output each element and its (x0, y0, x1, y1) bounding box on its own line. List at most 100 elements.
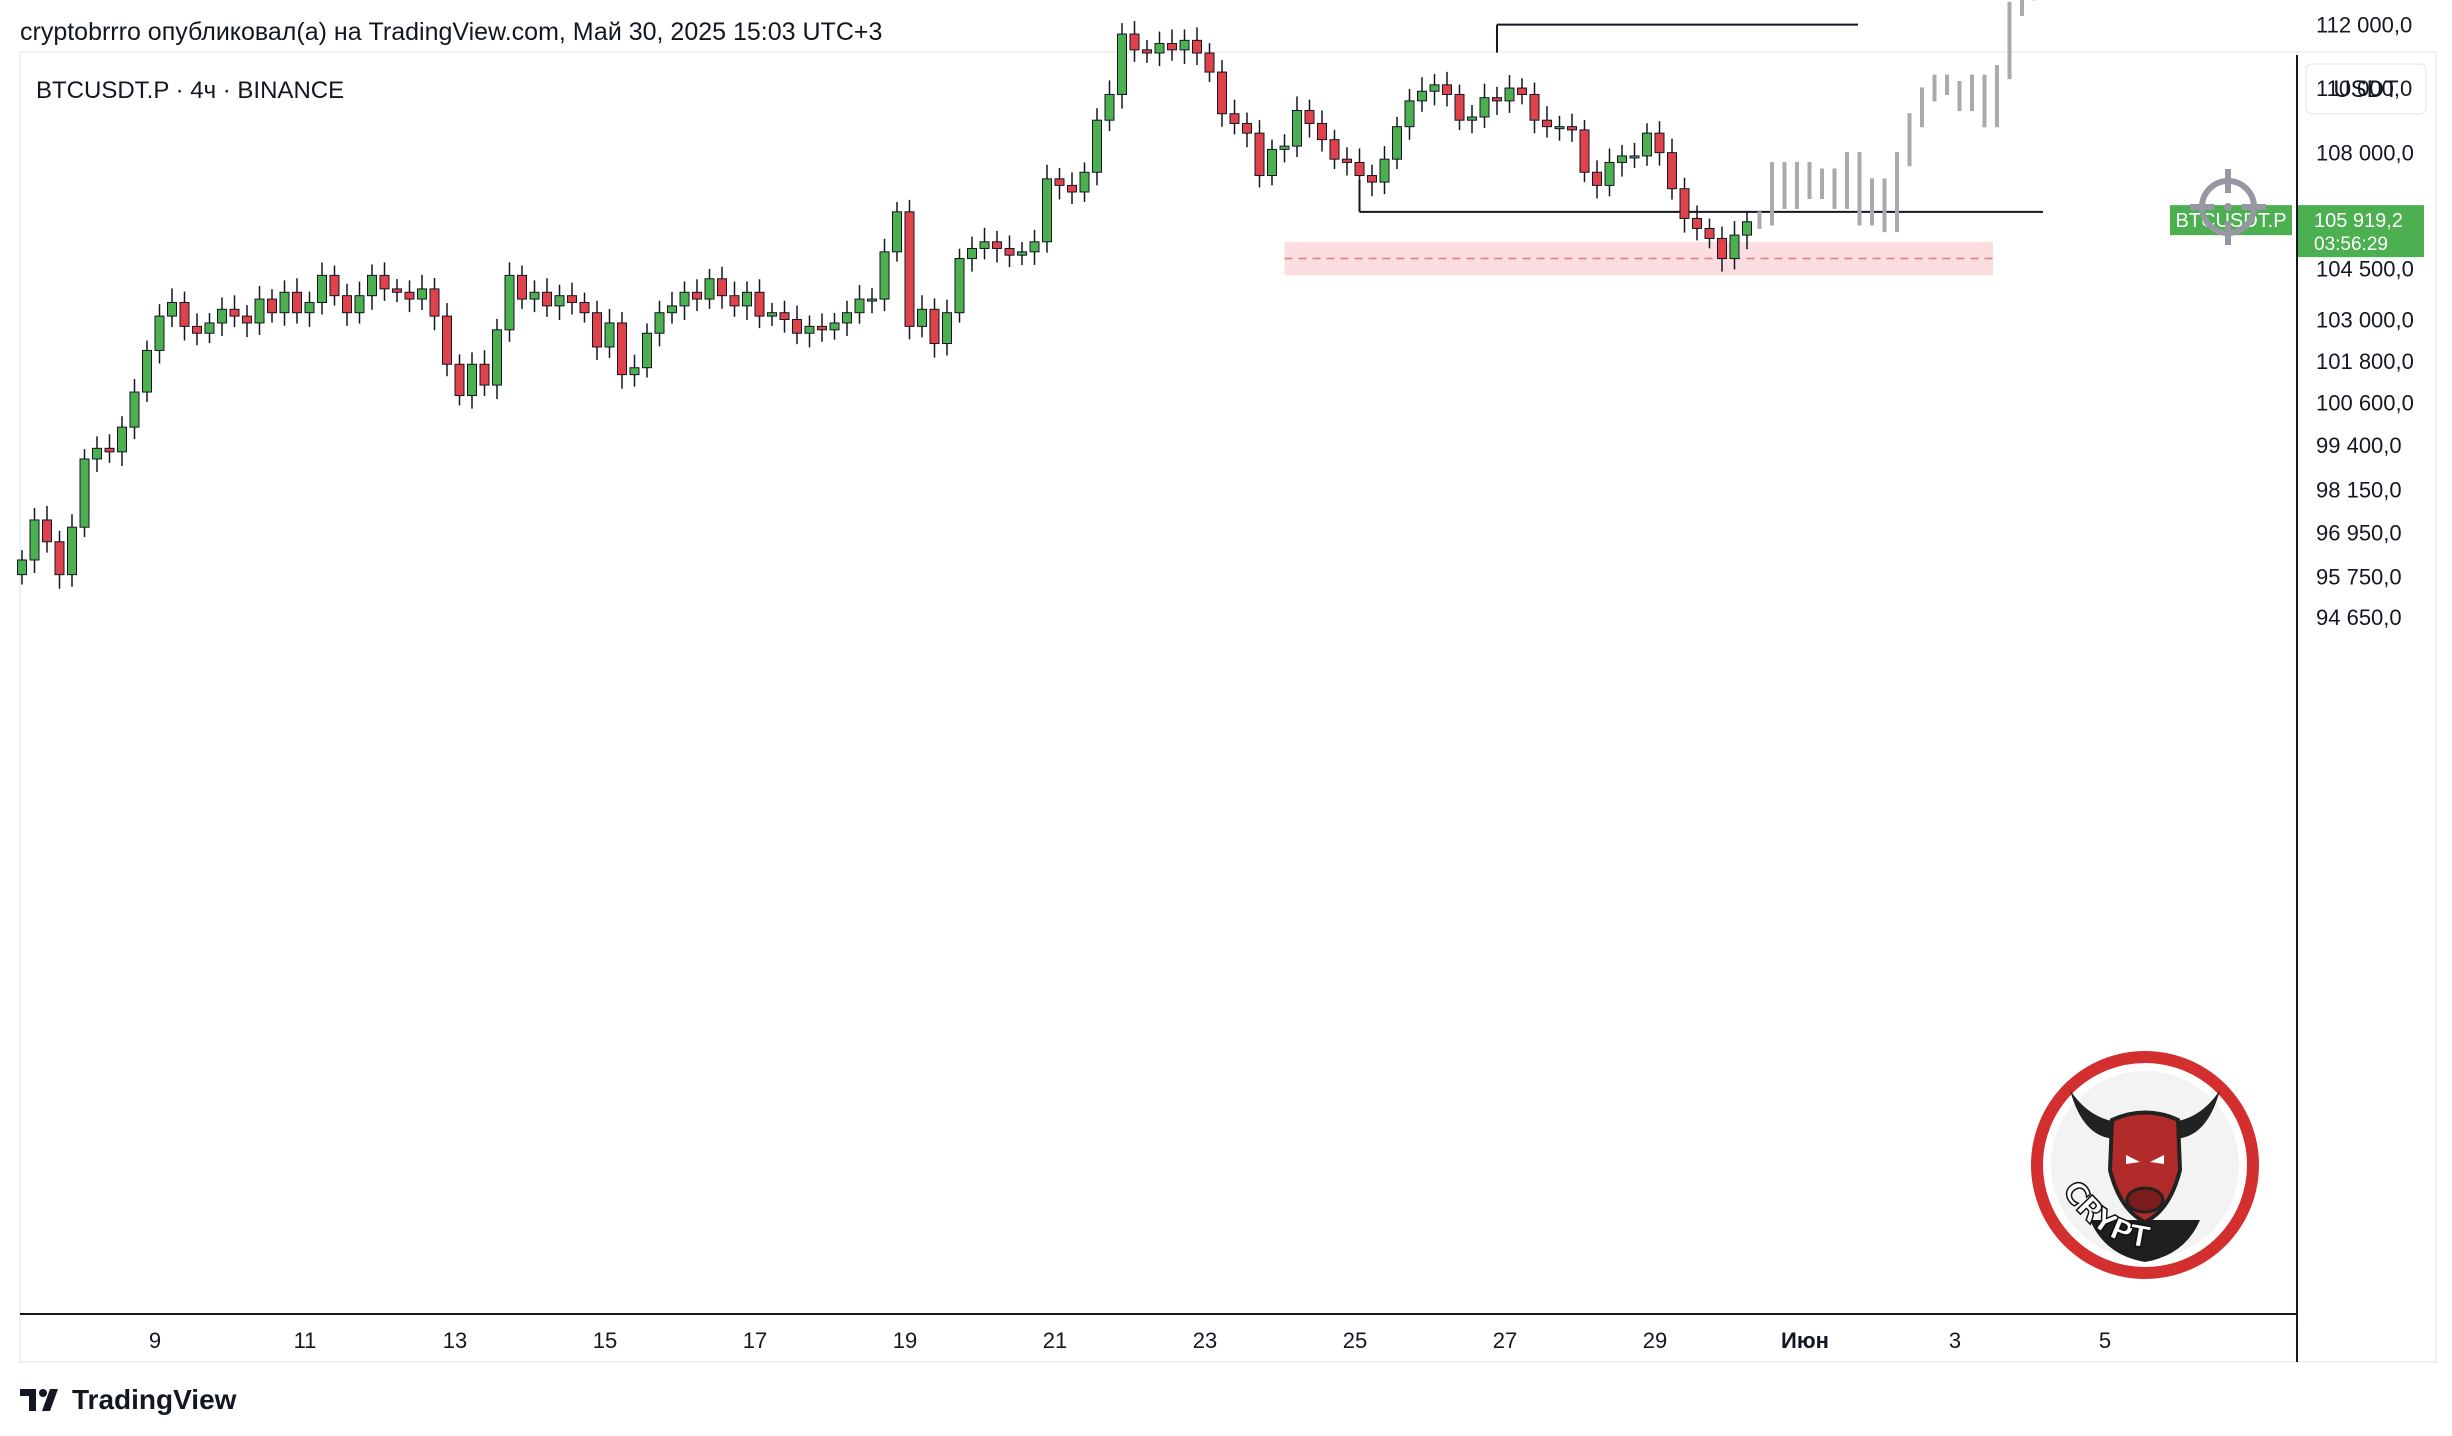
candle (1454, 84, 1465, 131)
candle (279, 280, 290, 326)
candle (404, 280, 415, 313)
candle (1579, 120, 1590, 183)
x-tick-label: 27 (1493, 1328, 1517, 1353)
candle (1604, 148, 1615, 197)
candle (229, 295, 240, 328)
y-tick-label: 95 750,0 (2316, 564, 2402, 589)
candle (329, 265, 340, 306)
y-tick-label: 112 000,0 (2316, 13, 2412, 38)
candle (679, 281, 690, 320)
candle (1379, 146, 1390, 195)
tradingview-brand: TradingView (72, 1384, 237, 1415)
candle (204, 313, 215, 344)
candle (867, 288, 877, 314)
candle (267, 289, 277, 323)
currency-label: USDT (2333, 76, 2399, 103)
candle (1592, 160, 1602, 199)
x-tick-label: 5 (2099, 1328, 2111, 1353)
candle (179, 291, 190, 341)
candle (804, 315, 815, 348)
candle (1129, 21, 1140, 62)
candle (1617, 145, 1627, 177)
candle (904, 199, 915, 340)
y-tick-label: 104 500,0 (2316, 257, 2414, 282)
candle (379, 262, 390, 301)
candle (1642, 123, 1652, 166)
candle (1242, 112, 1252, 148)
y-tick-label: 99 400,0 (2316, 433, 2402, 458)
candle (1267, 139, 1277, 186)
candle (429, 278, 440, 331)
candle (29, 508, 40, 574)
candle (1442, 71, 1452, 107)
candle (1042, 164, 1052, 253)
y-tick-label: 110 000,0 (2316, 76, 2412, 101)
candle (667, 291, 677, 324)
candle (467, 352, 477, 409)
currency-button[interactable]: USDT (2305, 63, 2427, 115)
symbol-header: BTCUSDT.P · 4ч · BINANCE (36, 77, 344, 104)
bar-countdown: 03:56:29 (2314, 234, 2388, 255)
candle (504, 262, 515, 342)
candle (567, 282, 577, 315)
candle (1004, 235, 1015, 268)
candle (717, 266, 727, 309)
candle (604, 308, 615, 358)
candle (1467, 105, 1477, 134)
y-tick-label: 94 650,0 (2316, 605, 2402, 630)
candle (1692, 205, 1702, 241)
candle (167, 288, 177, 328)
candle (1104, 80, 1115, 132)
candle (1717, 226, 1727, 272)
candle (879, 238, 890, 312)
candle (542, 278, 552, 317)
candle (1192, 27, 1202, 66)
candle (1542, 106, 1552, 138)
candle (1092, 108, 1102, 186)
candle (554, 284, 565, 320)
candle (1067, 172, 1077, 204)
crosshair-target-icon[interactable] (2190, 169, 2266, 245)
y-tick-label: 101 800,0 (2316, 349, 2414, 374)
candle (492, 318, 502, 400)
x-tick-label: 15 (593, 1328, 617, 1353)
x-tick-label: 3 (1949, 1328, 1961, 1353)
candle (742, 281, 752, 320)
candle (117, 416, 127, 466)
candle (579, 292, 590, 323)
x-tick-label: 21 (1043, 1328, 1067, 1353)
candle (592, 300, 602, 361)
candle (1179, 29, 1190, 64)
candle (842, 300, 852, 336)
candle (942, 299, 952, 356)
candle (1704, 218, 1715, 249)
candle (1679, 177, 1690, 233)
candle (192, 313, 202, 346)
candle (417, 274, 427, 311)
publication-line: cryptobrrro опубликовал(а) на TradingVie… (20, 18, 883, 46)
candle (304, 291, 315, 327)
candle (92, 436, 102, 473)
candle (1217, 60, 1227, 127)
candle (1554, 115, 1565, 141)
x-tick-label: 13 (443, 1328, 467, 1353)
last-price-value: 105 919,2 (2314, 210, 2403, 232)
tradingview-logo-icon (20, 1389, 58, 1411)
candle (1317, 110, 1327, 152)
candle (954, 248, 965, 323)
candle (1167, 29, 1177, 61)
x-tick-label: 25 (1343, 1328, 1367, 1353)
candle (1629, 142, 1640, 168)
candle (629, 354, 640, 387)
candle (1279, 134, 1290, 163)
candle (829, 313, 840, 340)
candle (1079, 162, 1090, 202)
x-tick-label: 29 (1643, 1328, 1667, 1353)
tradingview-footer[interactable]: TradingView (20, 1384, 236, 1416)
y-tick-label: 108 000,0 (2316, 141, 2414, 166)
candle (254, 286, 265, 335)
candle (1154, 31, 1165, 67)
candle (1567, 113, 1577, 142)
candle (292, 278, 302, 324)
